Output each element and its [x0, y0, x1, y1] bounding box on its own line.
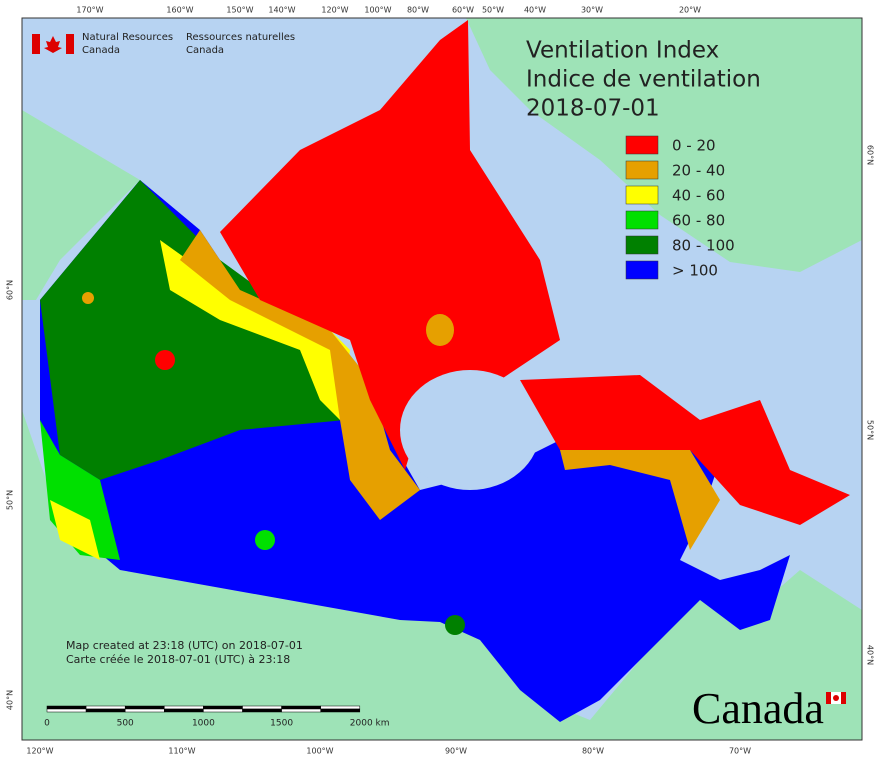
zone-dark-green-spot — [445, 615, 465, 635]
longitude-label: 120°W — [26, 747, 53, 756]
wordmark-text: Canada — [692, 684, 824, 733]
scale-segment — [281, 705, 321, 710]
longitude-label: 20°W — [679, 6, 701, 15]
title: 2018-07-01 — [526, 96, 660, 122]
zone-red-north — [220, 20, 560, 470]
scale-segment — [124, 708, 165, 713]
zone-red-spot — [155, 350, 175, 370]
legend-label: > 100 — [672, 262, 718, 280]
longitude-label: 70°W — [729, 747, 751, 756]
scale-label: 500 — [117, 719, 134, 729]
scale-segment — [203, 708, 243, 713]
credit: Carte créée le 2018-07-01 (UTC) à 23:18 — [66, 653, 290, 666]
zone-yellow-band — [160, 240, 350, 420]
legend-swatch — [625, 260, 659, 280]
longitude-label: 170°W — [76, 6, 103, 15]
wordmark: Canada — [692, 684, 846, 733]
longitude-label: 140°W — [268, 6, 295, 15]
flag-bar — [32, 34, 40, 54]
longitude-label: 150°W — [226, 6, 253, 15]
legend-label: 0 - 20 — [672, 137, 716, 155]
zone-orange-spot — [82, 292, 94, 304]
zone-dark-green — [40, 180, 345, 480]
legend-label: 40 - 60 — [672, 187, 725, 205]
longitude-label: 160°W — [166, 6, 193, 15]
scale-label: 0 — [44, 719, 50, 729]
map-frame — [21, 17, 863, 741]
legend-swatch — [625, 235, 659, 255]
legend-swatch — [625, 135, 659, 155]
scale-segment — [164, 705, 204, 710]
header-en: Natural Resources — [82, 32, 173, 43]
scale-label: 1500 — [270, 719, 293, 729]
latitude-label: 60°N — [866, 145, 875, 165]
longitude-label: 80°W — [582, 747, 604, 756]
zone-orange-east — [560, 450, 720, 550]
scale-segment — [203, 705, 243, 710]
legend-swatch — [625, 210, 659, 230]
zone-orange — [180, 230, 420, 520]
longitude-label: 30°W — [581, 6, 603, 15]
header-fr: Canada — [186, 45, 224, 56]
longitude-label: 80°W — [407, 6, 429, 15]
scale-segment — [164, 708, 204, 713]
longitude-label: 90°W — [445, 747, 467, 756]
longitude-label: 100°W — [364, 6, 391, 15]
scale-segment — [320, 708, 361, 713]
scale-segment — [85, 708, 126, 713]
legend-label: 60 - 80 — [672, 212, 725, 230]
frame-border — [21, 17, 863, 741]
latitude-label: 50°N — [6, 490, 15, 510]
scale-label: 1000 — [192, 719, 215, 729]
legend-label: 20 - 40 — [672, 162, 725, 180]
header-en: Canada — [82, 45, 120, 56]
legend-label: 80 - 100 — [672, 237, 735, 255]
nrcan-logo: Natural Resources Canada Ressources natu… — [32, 32, 295, 56]
scale-segment — [46, 708, 87, 713]
hudson-bay — [400, 370, 540, 490]
longitude-label: 120°W — [321, 6, 348, 15]
scale-segment — [242, 705, 282, 710]
scale-segment — [281, 708, 321, 713]
title: Ventilation Index — [526, 38, 719, 64]
latitude-label: 60°N — [6, 280, 15, 300]
scale-segment — [242, 708, 282, 713]
flag-bar — [66, 34, 74, 54]
latitude-label: 40°N — [866, 645, 875, 665]
legend-swatch — [625, 185, 659, 205]
longitude-label: 50°W — [482, 6, 504, 15]
legend-swatch — [625, 160, 659, 180]
longitude-label: 100°W — [306, 747, 333, 756]
scale-segment — [85, 705, 126, 710]
scale-segment — [124, 705, 165, 710]
wordmark-leaf — [833, 695, 839, 701]
united-states — [22, 410, 862, 740]
zone-orange-spot — [426, 314, 454, 346]
longitude-label: 110°W — [168, 747, 195, 756]
alaska — [22, 110, 140, 300]
longitude-label: 40°W — [524, 6, 546, 15]
scale-segment — [320, 705, 361, 710]
zone-green-spot — [255, 530, 275, 550]
latitude-label: 50°N — [866, 420, 875, 440]
title: Indice de ventilation — [526, 67, 761, 93]
header-fr: Ressources naturelles — [186, 32, 295, 43]
zone-yellow — [50, 500, 100, 560]
latitude-label: 40°N — [6, 690, 15, 710]
scale-label: 2000 km — [350, 719, 390, 729]
maple-leaf — [44, 36, 62, 53]
longitude-label: 60°W — [452, 6, 474, 15]
scale-segment — [46, 705, 87, 710]
credit: Map created at 23:18 (UTC) on 2018-07-01 — [66, 639, 303, 652]
greenland — [466, 18, 862, 272]
